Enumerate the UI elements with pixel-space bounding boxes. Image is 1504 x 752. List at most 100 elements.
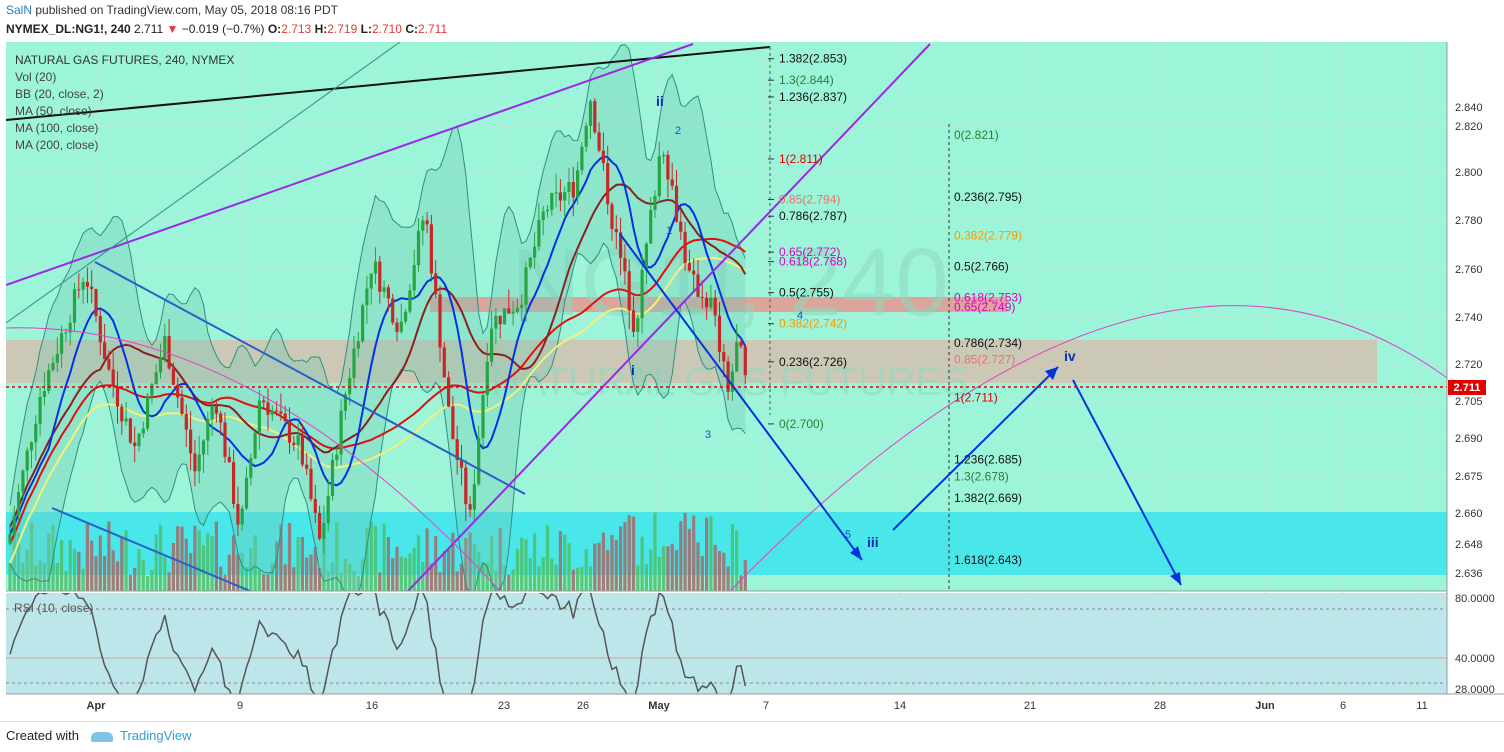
candle-body [12, 515, 16, 535]
candle-body [90, 286, 94, 290]
y-tick-label: 2.740 [1455, 312, 1483, 324]
volume-bar [236, 554, 240, 591]
down-triangle-icon: ▼ [166, 22, 179, 36]
candle-body [524, 267, 528, 305]
close-label: C: [405, 22, 418, 36]
tradingview-link[interactable]: TradingView [120, 728, 192, 743]
time-axis[interactable]: Apr 9 16 23 26 May 7 14 21 28 Jun 6 11 [87, 700, 1428, 712]
candle-body [262, 400, 266, 403]
volume-bar [412, 547, 416, 591]
publisher-name[interactable]: SalN [6, 3, 33, 17]
volume-bar [726, 566, 730, 591]
candle-body [520, 304, 524, 308]
volume-bar [644, 563, 648, 591]
volume-bar [197, 530, 201, 591]
watermark-symbol: NG1!, 240 [511, 229, 949, 336]
volume-bar [335, 522, 339, 591]
channel-teal-line [6, 42, 401, 324]
fib-label: 1.236(2.837) [779, 90, 847, 104]
bollinger-upper [9, 44, 746, 506]
candle-body [597, 132, 601, 151]
candle-body [666, 154, 670, 180]
volume-bar [627, 515, 631, 591]
candle-body [17, 492, 21, 516]
last-price-tag [1448, 380, 1486, 395]
fib-label: 1.618(2.643) [954, 553, 1022, 567]
x-tick-label: Jun [1255, 700, 1275, 712]
candle-body [361, 305, 365, 342]
volume-bar [588, 566, 593, 591]
wave-label-4: 4 [797, 310, 803, 322]
volume-bar [283, 564, 287, 591]
candle-body [29, 442, 34, 451]
candle-body [287, 421, 292, 443]
candle-body [236, 504, 240, 525]
volume-bar [404, 557, 408, 591]
volume-bar [214, 521, 218, 591]
wave-label-2: 2 [675, 125, 681, 137]
fib-label: 1(2.711) [954, 391, 998, 405]
candle-body [391, 298, 395, 323]
volume-bar [735, 530, 739, 591]
candle-body [515, 307, 519, 312]
candle-body [429, 224, 433, 274]
arc-left [6, 327, 501, 591]
volume-bar [115, 561, 120, 591]
legend-title: NATURAL GAS FUTURES, 240, NYMEX [15, 53, 235, 67]
candle-body [593, 101, 597, 133]
volume-bar [365, 527, 369, 591]
candle-body [232, 462, 236, 505]
rsi-tick-label: 80.0000 [1455, 593, 1495, 605]
candle-body [709, 297, 713, 308]
wave-label-ii: ii [656, 93, 664, 109]
resistance-zone-upper [430, 297, 1007, 312]
volume-bar [472, 543, 476, 591]
fib-label: 0.382(2.742) [779, 317, 847, 331]
volume-bar [640, 536, 644, 591]
legend-ma50[interactable]: MA (50, close) [15, 104, 92, 118]
volume-bar [666, 546, 670, 591]
price-axis[interactable]: 2.840 2.820 2.800 2.780 2.760 2.740 2.720 2.705… [1455, 102, 1483, 580]
candle-body [705, 297, 709, 308]
candle-body [472, 484, 476, 510]
volume-bar [68, 540, 72, 591]
volume-bar [558, 531, 562, 591]
fib-label: 1(2.811) [779, 152, 823, 166]
candle-body [348, 378, 352, 395]
candle-body [55, 353, 59, 363]
candle-body [416, 230, 421, 266]
candle-body [352, 348, 356, 379]
rsi-line [9, 593, 747, 694]
volume-bar [455, 571, 459, 591]
ma-100-line [9, 183, 747, 528]
candle-body [717, 315, 722, 353]
y-tick-label: 2.648 [1455, 539, 1483, 551]
volume-bar [511, 569, 515, 591]
candle-body [249, 458, 253, 478]
x-tick-label: 28 [1154, 700, 1166, 712]
legend-bb[interactable]: BB (20, close, 2) [15, 87, 104, 101]
legend-vol[interactable]: Vol (20) [15, 70, 57, 84]
candle-body [38, 396, 42, 424]
volume-bar [683, 512, 687, 591]
volume-bar [90, 540, 94, 591]
legend-ma100[interactable]: MA (100, close) [15, 121, 99, 135]
volume-bar [451, 532, 455, 591]
candle-body [692, 270, 696, 275]
volume-bar [382, 523, 386, 591]
y-tick-label: 2.675 [1455, 471, 1483, 483]
volume-bar [339, 573, 343, 591]
candle-body [189, 429, 193, 454]
candle-body [133, 442, 137, 447]
candle-body [511, 311, 515, 314]
candle-body [533, 246, 537, 258]
volume-bar [447, 548, 451, 591]
legend-ma200[interactable]: MA (200, close) [15, 138, 99, 152]
candle-body [662, 154, 666, 157]
candle-body [601, 150, 605, 164]
rsi-axis[interactable]: 80.0000 40.0000 28.0000 [1455, 593, 1495, 696]
volume-bar [567, 543, 571, 591]
volume-bar [490, 536, 494, 591]
footer: Created with TradingView [0, 721, 1504, 752]
